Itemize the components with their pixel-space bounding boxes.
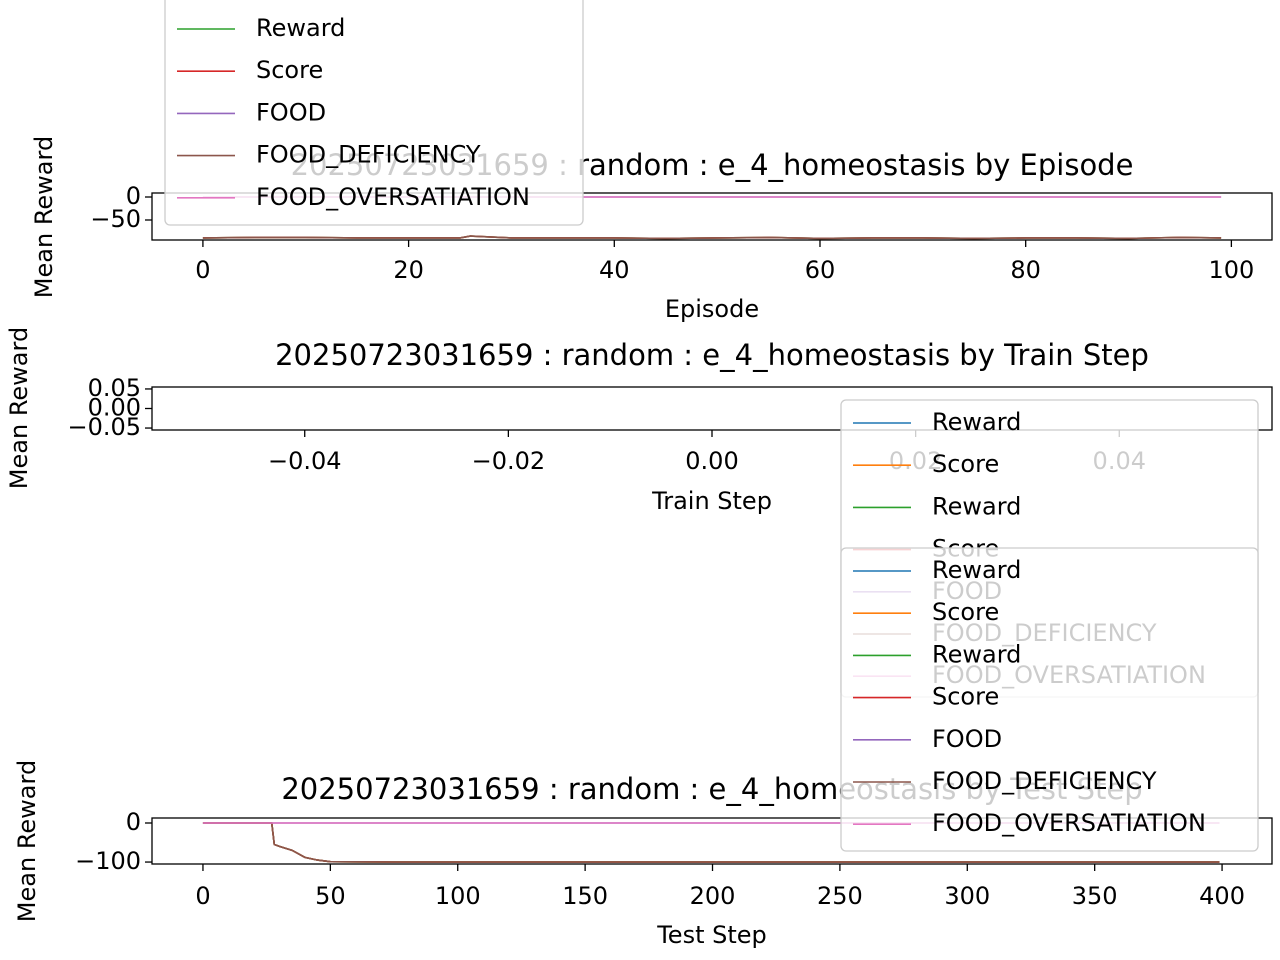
legend-label: Reward xyxy=(932,492,1021,520)
legend-label: Score xyxy=(932,450,999,478)
series-line xyxy=(202,235,1222,240)
x-tick-label: 50 xyxy=(315,882,346,910)
legend: Reward Score FOOD FOOD_DEFICIENCY FOOD_OVERS… xyxy=(164,0,584,226)
y-tick-label: −100 xyxy=(75,847,141,875)
legend-label: FOOD_OVERSATIATION xyxy=(932,809,1206,837)
legend-label: FOOD xyxy=(256,98,326,126)
x-tick-label: 350 xyxy=(1072,882,1118,910)
axes-frame xyxy=(151,817,1273,865)
legend-label: Score xyxy=(256,56,323,84)
y-tick-label: 0.05 xyxy=(88,374,141,402)
x-tick-label: 250 xyxy=(817,882,863,910)
x-tick-label: 400 xyxy=(1199,882,1245,910)
x-axis-label: Train Step xyxy=(651,487,772,515)
x-tick-label: −0.02 xyxy=(472,447,546,475)
legend-label: Reward xyxy=(932,556,1021,584)
x-tick-label: 100 xyxy=(1208,256,1254,284)
y-axis-label: Mean Reward xyxy=(13,760,41,922)
x-tick-label: −0.04 xyxy=(268,447,342,475)
x-tick-label: 40 xyxy=(599,256,630,284)
x-tick-label: 150 xyxy=(562,882,608,910)
y-axis-label: Mean Reward xyxy=(30,136,58,298)
legend-label: Reward xyxy=(932,408,1021,436)
axes-frame xyxy=(151,192,1273,241)
legend-label: Score xyxy=(932,598,999,626)
subplot: 20250723031659 : random : e_4_homeostasi… xyxy=(30,136,1273,323)
x-tick-label: 0.00 xyxy=(685,447,738,475)
y-tick-label: 0.00 xyxy=(88,394,141,422)
x-axis-label: Episode xyxy=(665,295,759,323)
subplot: 20250723031659 : random : e_4_homeostasi… xyxy=(5,327,1273,515)
y-axis-label: Mean Reward xyxy=(5,327,33,489)
y-tick-label: −50 xyxy=(90,205,141,233)
legend-frame xyxy=(164,0,584,226)
legend-label: FOOD_DEFICIENCY xyxy=(932,767,1157,795)
x-tick-label: 80 xyxy=(1010,256,1041,284)
y-tick-label: 0 xyxy=(126,808,141,836)
legend-frame xyxy=(840,547,1259,852)
y-tick-label: 0 xyxy=(126,182,141,210)
legend-label: Reward xyxy=(932,640,1021,668)
chart-title: 20250723031659 : random : e_4_homeostasi… xyxy=(275,338,1149,372)
x-tick-label: 300 xyxy=(944,882,990,910)
legend-label: Reward xyxy=(256,14,345,42)
y-tick-label: −0.05 xyxy=(67,413,141,441)
x-tick-label: 60 xyxy=(805,256,836,284)
legend-label: FOOD xyxy=(932,725,1002,753)
x-tick-label: 100 xyxy=(435,882,481,910)
legend-label: FOOD_OVERSATIATION xyxy=(256,183,530,211)
axes-frame xyxy=(151,386,1273,431)
x-tick-label: 0 xyxy=(195,882,210,910)
legend: Reward Score Reward Score FOOD FOOD_DEFICIENC… xyxy=(840,547,1259,852)
x-axis-label: Test Step xyxy=(656,921,767,949)
legend-label: Score xyxy=(932,683,999,711)
x-tick-label: 20 xyxy=(393,256,424,284)
x-tick-label: 200 xyxy=(690,882,736,910)
legend-label: FOOD_DEFICIENCY xyxy=(256,141,481,169)
x-tick-label: 0 xyxy=(195,256,210,284)
